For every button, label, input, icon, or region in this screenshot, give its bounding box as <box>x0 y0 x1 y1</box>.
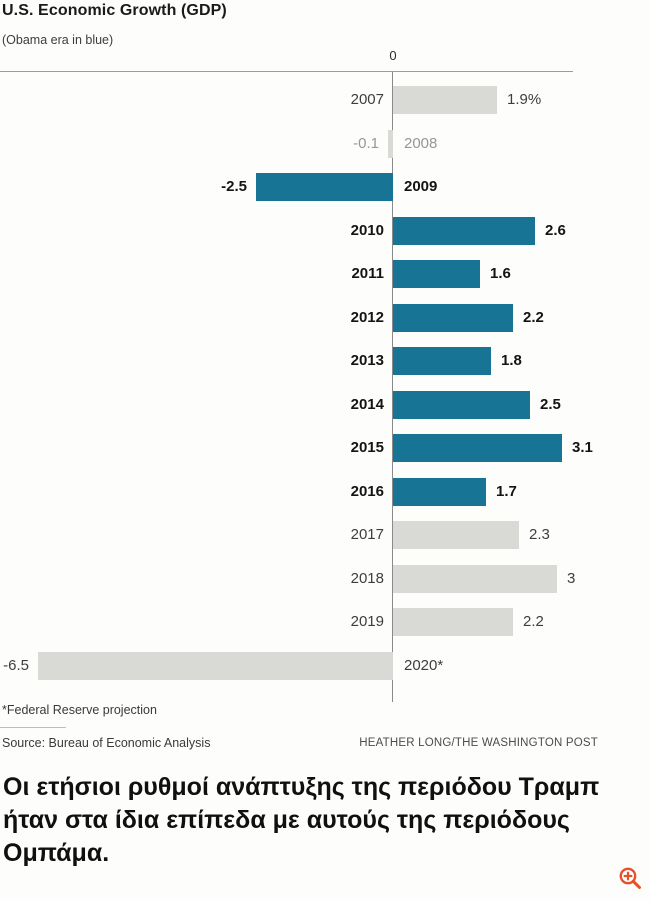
chart-header: U.S. Economic Growth (GDP) (Obama era in… <box>2 2 227 47</box>
bar-2010 <box>393 217 535 245</box>
value-label-2017: 2.3 <box>529 526 550 543</box>
bar-2019 <box>393 608 513 636</box>
source-line: Source: Bureau of Economic Analysis <box>2 736 211 750</box>
zero-axis-line <box>392 72 393 702</box>
credit-line: HEATHER LONG/THE WASHINGTON POST <box>359 737 598 749</box>
value-label-2010: 2.6 <box>545 221 566 239</box>
year-label-2009: 2009 <box>404 178 438 195</box>
bar-2014 <box>393 391 530 419</box>
value-label-2018: 3 <box>567 569 576 587</box>
year-label-2013: 2013 <box>350 352 384 369</box>
bar-2016 <box>393 478 486 506</box>
bar-2013 <box>393 347 491 375</box>
top-axis-line <box>0 71 573 72</box>
chart-title: U.S. Economic Growth (GDP) <box>2 2 227 19</box>
year-label-2012: 2012 <box>350 308 384 326</box>
value-label-2019: 2.2 <box>523 613 544 630</box>
zero-axis-tick-label: 0 <box>389 48 397 63</box>
year-label-2014: 2014 <box>350 395 384 413</box>
bar-2015 <box>393 434 562 462</box>
year-label-2017: 2017 <box>350 526 384 543</box>
value-label-2008: -0.1 <box>353 134 379 152</box>
article-caption: Οι ετήσιοι ρυθμοί ανάπτυξης της περιόδου… <box>3 773 600 867</box>
value-label-2011: 1.6 <box>490 265 511 282</box>
footnote: *Federal Reserve projection <box>2 703 157 717</box>
year-label-2019: 2019 <box>350 613 384 630</box>
value-label-2016: 1.7 <box>496 482 517 500</box>
value-label-2020: -6.5 <box>3 656 29 674</box>
year-label-2010: 2010 <box>350 221 384 239</box>
year-label-2015: 2015 <box>350 439 384 456</box>
bar-2007 <box>393 86 497 114</box>
gdp-bar-chart: 0 2007 1.9% 2008 -0.1 2009 -2.5 2010 2.6 2011 1.6… <box>0 48 593 702</box>
year-label-2008: 2008 <box>404 134 438 152</box>
year-label-2007: 2007 <box>350 91 384 108</box>
bar-2009 <box>256 173 393 201</box>
year-label-2016: 2016 <box>350 482 384 500</box>
bar-2017 <box>393 521 519 549</box>
zoom-in-icon[interactable] <box>617 865 643 891</box>
magnifier-plus-glyph <box>619 867 641 889</box>
year-label-2020: 2020* <box>404 656 444 674</box>
bar-2011 <box>393 260 480 288</box>
year-label-2011: 2011 <box>351 265 384 282</box>
value-label-2014: 2.5 <box>540 395 561 413</box>
bar-2020 <box>38 652 393 680</box>
value-label-2015: 3.1 <box>572 439 593 456</box>
bar-2012 <box>393 304 513 332</box>
value-label-2009: -2.5 <box>221 178 247 195</box>
value-label-2007: 1.9% <box>507 91 542 108</box>
chart-subtitle: (Obama era in blue) <box>2 33 114 47</box>
footer-divider <box>0 727 66 728</box>
bar-2008 <box>388 130 393 158</box>
value-label-2013: 1.8 <box>501 352 522 369</box>
value-label-2012: 2.2 <box>523 308 544 326</box>
year-label-2018: 2018 <box>350 569 384 587</box>
bar-2018 <box>393 565 557 593</box>
